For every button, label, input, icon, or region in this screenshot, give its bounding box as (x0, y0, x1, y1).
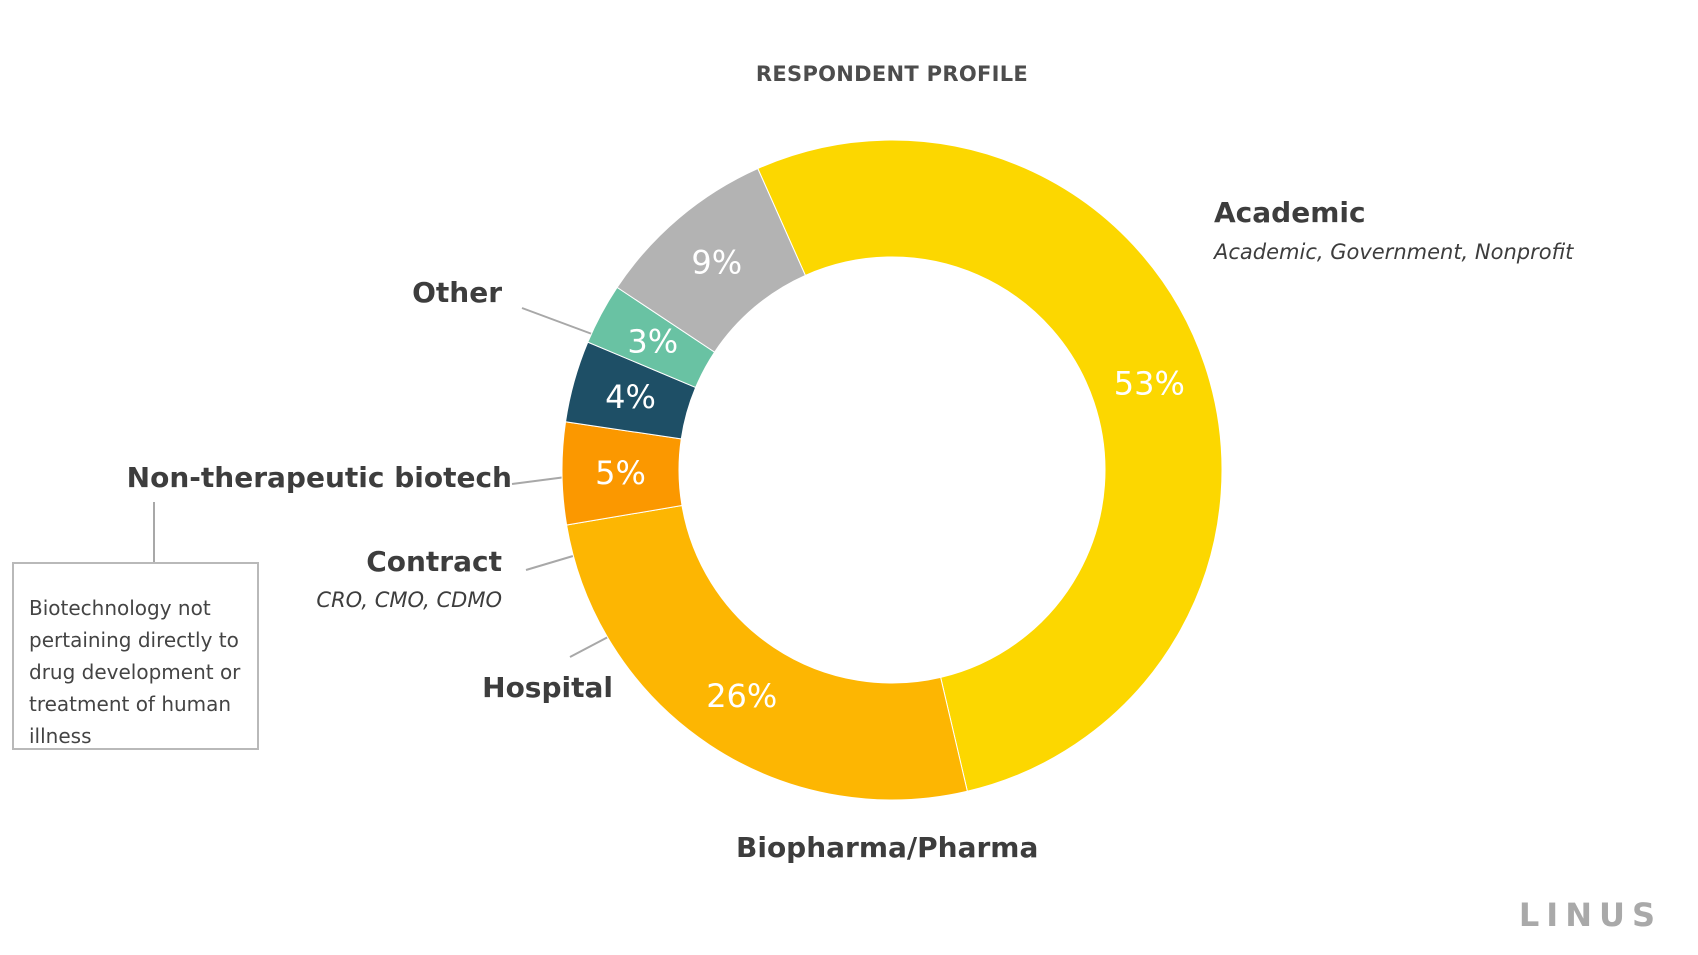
slice-name-other: Other (412, 276, 502, 309)
percent-label-other: 9% (691, 244, 742, 282)
slice-name-biopharma: Biopharma/Pharma (736, 831, 1039, 864)
slice-academic (757, 139, 1223, 792)
leader-line-contract (525, 555, 574, 571)
percent-label-academic: 53% (1114, 364, 1185, 402)
percent-label-biopharma-pharma: 26% (706, 677, 777, 715)
slice-biopharma-pharma (566, 504, 968, 801)
annotation-text: Biotechnology not pertaining directly to… (29, 596, 241, 748)
slice-name-contract: Contract (366, 545, 502, 578)
leader-lines (153, 307, 609, 658)
brand-logo: LINUS (1518, 896, 1662, 934)
slice-name-academic: Academic (1214, 196, 1366, 229)
chart-title: RESPONDENT PROFILE (755, 62, 1029, 86)
slice-name-hospital: Hospital (482, 671, 613, 704)
leader-line-hospital (569, 636, 609, 658)
percent-label-contract: 4% (605, 378, 656, 416)
slice-other (616, 167, 807, 353)
slice-subtitle-contract: CRO, CMO, CDMO (316, 588, 502, 612)
percent-labels: 53% 26% 5% 4% 3% 9% (595, 244, 1185, 716)
leader-line-nontherapeutic (511, 476, 567, 485)
slice-name-nontherapeutic: Non-therapeutic biotech (126, 461, 512, 494)
percent-label-hospital: 5% (595, 454, 646, 492)
percent-label-non-therapeutic-biotech: 3% (627, 323, 678, 361)
leader-line-other (521, 307, 593, 335)
slice-subtitle-academic: Academic, Government, Nonprofit (1214, 240, 1574, 264)
donut-slices (561, 139, 1223, 801)
annotation-box: Biotechnology not pertaining directly to… (12, 562, 259, 750)
